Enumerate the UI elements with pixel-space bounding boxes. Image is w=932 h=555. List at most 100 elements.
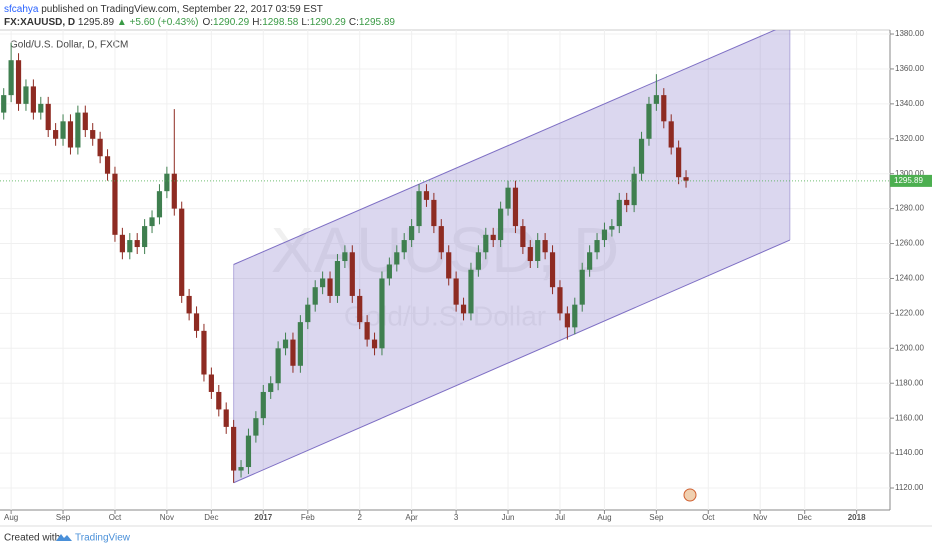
candle-body [490,234,496,241]
ohlc-value: 1290.29 [310,17,347,28]
y-tick-label: 1260.00 [895,239,924,248]
x-tick-label: Jul [555,513,565,522]
ohlc-label: H: [252,17,262,28]
candle-body [594,240,600,253]
candle-body [661,95,667,122]
candle-body [297,322,303,366]
candle-body [142,226,148,248]
y-tick-label: 1360.00 [895,64,924,73]
candle-body [564,313,570,328]
plot-area [0,29,932,527]
x-tick-label: 2 [357,513,362,522]
candle-body [8,60,14,96]
candle-body [364,322,370,340]
y-tick-label: 1280.00 [895,204,924,213]
candle-body [431,199,437,227]
candle-body [505,187,511,209]
x-tick-label: Dec [204,513,218,522]
candle-body [245,435,252,468]
x-tick-label: 3 [454,513,459,522]
candle-body [67,121,74,148]
y-tick-label: 1120.00 [895,483,924,492]
candle-body [468,269,474,314]
candle-body [483,234,489,253]
candle-body [119,234,125,253]
candle-body [379,278,385,349]
candle-body [290,339,296,366]
candle-body [394,252,400,265]
footer-brand[interactable]: TradingView [75,533,131,544]
published: published on TradingView.com, September … [41,4,323,15]
candle-body [357,295,363,323]
y-tick-label: 1240.00 [895,274,924,283]
x-tick-label: Feb [301,513,315,522]
ohlc-value: 1298.58 [262,17,299,28]
candle-body [453,278,459,305]
candle-body [312,287,318,305]
y-tick-label: 1160.00 [895,413,924,422]
candle-body [498,208,504,241]
x-tick-label: 2018 [848,513,866,522]
candle-body [112,173,118,235]
candle-body [53,130,59,139]
ohlc-value: 1295.89 [359,17,396,28]
candle-body [82,112,88,131]
candle-body [45,103,51,131]
candle-body [75,112,81,148]
candle-body [38,103,44,113]
candle-body [201,330,207,375]
candle-body [253,418,259,436]
candle-body [334,261,341,296]
change: ▲ +5.60 (+0.43%) [117,17,199,28]
candle-body [587,252,593,270]
candle-body [193,313,200,331]
ohlc-label: C: [349,17,359,28]
plot-layer [0,30,890,510]
candle-body [438,226,444,253]
candle-body [624,199,630,206]
candle-body [134,240,140,248]
candle-body [409,226,415,241]
candle-body [127,240,133,253]
price: 1295.89 [78,17,115,28]
x-tick-label: Oct [109,513,122,522]
candle-body [609,226,615,230]
candle-body [30,86,36,113]
candle-body [668,121,674,148]
candle-body [579,269,585,305]
candle-body [349,252,355,296]
tv-logo [56,534,72,541]
event-icon [683,488,697,502]
candle-body [320,278,326,288]
chart-title: Gold/U.S. Dollar, D, FXCM [10,40,128,51]
candle-body [342,252,348,262]
candle-body [179,208,185,296]
footer-created: Created with [4,533,60,544]
candle-body [90,130,96,139]
candle-body [549,252,556,288]
candle-body [238,467,244,471]
candle-body [676,147,682,178]
candle-body [446,252,452,279]
candle-body [1,95,7,113]
candle-body [186,295,192,314]
candle-body [631,173,637,206]
candle-body [512,187,519,227]
candle-body [282,339,289,349]
watermark: XAUUSD, D [271,214,620,286]
candle-body [416,191,422,227]
ohlc-label: O: [202,17,213,28]
channel-upper [233,30,777,265]
candle-body [60,121,66,139]
author[interactable]: sfcahya [4,4,39,15]
x-tick-label: Nov [753,513,767,522]
candle-body [156,191,163,218]
candle-body [616,199,622,227]
footer: Created with TradingView [4,533,131,544]
candle-body [149,217,155,227]
y-tick-label: 1340.00 [895,99,924,108]
channel-fill [233,30,790,483]
candle-body [104,156,111,174]
